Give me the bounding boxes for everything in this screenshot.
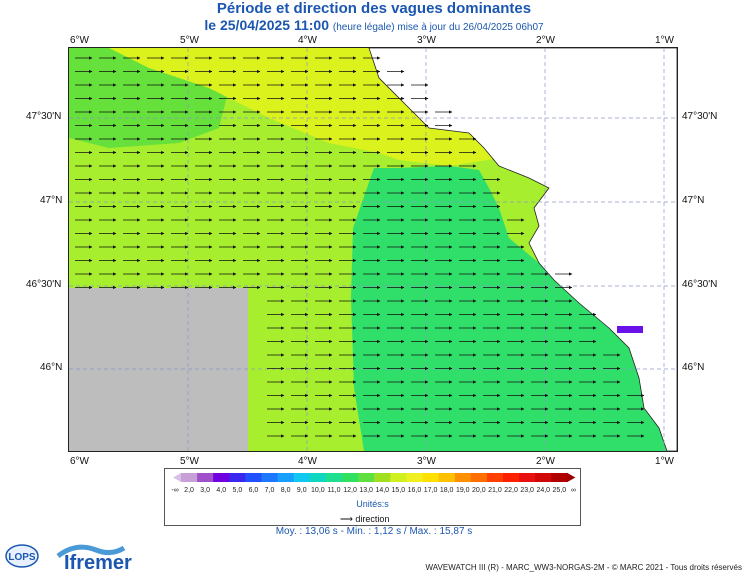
lon-label-bottom: 4°W — [298, 456, 317, 467]
map-date: le 25/04/2025 11:00 (heure légale) mise … — [0, 17, 748, 33]
legend-swatch — [519, 473, 536, 482]
legend-label: 8,0 — [280, 487, 291, 494]
direction-legend: ⟶ direction — [340, 514, 389, 525]
sea-field-green-open — [351, 166, 677, 451]
lat-label-right: 46°30'N — [682, 279, 718, 290]
svg-text:LOPS: LOPS — [8, 552, 36, 563]
low-period-patch — [617, 326, 643, 333]
lon-label-top: 5°W — [180, 35, 199, 46]
legend-units: Unités:s — [356, 499, 389, 509]
legend-under-arrow — [173, 473, 181, 482]
legend-swatch — [309, 473, 327, 482]
legend-label: 21,0 — [488, 487, 502, 494]
legend-label: 15,0 — [391, 487, 406, 494]
ifremer-logo: Ifremer — [64, 552, 132, 574]
date-suffix: (heure légale) mise à jour du 26/04/2025… — [332, 22, 544, 33]
legend-label: 7,0 — [264, 487, 275, 494]
legend-swatch — [325, 473, 343, 482]
lon-label-top: 1°W — [655, 35, 674, 46]
legend-label: 10,0 — [311, 487, 325, 494]
legend-label: 25,0 — [552, 487, 567, 494]
map-canvas — [69, 47, 678, 452]
legend-swatch — [422, 473, 440, 482]
legend-label: 19,0 — [455, 487, 470, 494]
legend-swatch — [229, 473, 246, 482]
legend-label: 12,0 — [343, 487, 357, 494]
legend-label: 16,0 — [407, 487, 422, 494]
credits: WAVEWATCH III (R) - MARC_WW3-NORGAS-2M -… — [425, 563, 742, 572]
color-legend: -∞ 2,0 3,0 4,0 5,0 6,0 7,0 8,0 9,0 10,0 11,0 12,0 13… — [164, 468, 581, 526]
legend-label: 2,0 — [184, 487, 194, 494]
arrow-icon: ⟶ — [340, 514, 353, 524]
date-line: le 25/04/2025 11:00 — [204, 17, 329, 33]
lat-label-left: 47°30'N — [26, 111, 62, 122]
no-data-area — [69, 288, 248, 451]
legend-label-max: ∞ — [570, 487, 576, 494]
legend-swatch — [261, 473, 279, 482]
lops-logo: LOPS — [4, 540, 40, 570]
lon-label-top: 2°W — [536, 35, 555, 46]
legend-swatch — [197, 473, 214, 482]
direction-label: direction — [355, 514, 390, 524]
lon-label-bottom: 2°W — [536, 456, 555, 467]
legend-swatch — [503, 473, 520, 482]
legend-label: 11,0 — [327, 487, 341, 494]
lon-label-bottom: 5°W — [180, 456, 199, 467]
legend-label: 9,0 — [296, 487, 307, 494]
legend-label: 22,0 — [504, 487, 518, 494]
legend-swatch — [551, 473, 568, 482]
map-title: Période et direction des vagues dominant… — [216, 0, 532, 17]
lon-label-top: 6°W — [70, 35, 89, 46]
legend-label: 6,0 — [248, 487, 259, 494]
legend-swatch — [293, 473, 311, 482]
lat-label-right: 47°N — [682, 195, 705, 206]
legend-swatch — [181, 473, 198, 482]
legend-swatch — [342, 473, 359, 482]
legend-label: 17,0 — [423, 487, 438, 494]
legend-swatch — [374, 473, 391, 482]
direction-arrows — [75, 56, 645, 438]
lat-label-right: 47°30'N — [682, 111, 718, 122]
ifremer-wave-icon — [56, 544, 126, 559]
lon-label-bottom: 6°W — [70, 456, 89, 467]
legend-label-min: -∞ — [171, 487, 179, 494]
legend-label: 13,0 — [359, 487, 373, 494]
legend-label: 18,0 — [439, 487, 454, 494]
legend-swatch — [438, 473, 456, 482]
lon-label-bottom: 1°W — [655, 456, 674, 467]
legend-swatch — [277, 473, 295, 482]
period-statistics: Moy. : 13,06 s - Min. : 1,12 s / Max. : … — [275, 526, 473, 537]
legend-bar — [173, 473, 576, 482]
legend-label: 5,0 — [232, 487, 243, 494]
wave-period-map[interactable] — [68, 47, 678, 452]
legend-over-arrow — [567, 473, 576, 482]
lat-label-left: 46°N — [40, 362, 63, 373]
legend-label: 24,0 — [536, 487, 551, 494]
legend-label: 20,0 — [472, 487, 486, 494]
legend-label: 23,0 — [520, 487, 534, 494]
legend-swatch — [454, 473, 472, 482]
lat-label-left: 46°30'N — [26, 279, 62, 290]
land-area — [368, 47, 678, 452]
legend-swatch — [535, 473, 552, 482]
lat-label-right: 46°N — [682, 362, 705, 373]
legend-swatch — [358, 473, 375, 482]
legend-label: 4,0 — [216, 487, 227, 494]
legend-swatch — [390, 473, 407, 482]
graticule — [69, 48, 677, 451]
lat-label-left: 47°N — [40, 195, 63, 206]
lon-label-top: 3°W — [417, 35, 436, 46]
legend-swatch — [213, 473, 230, 482]
legend-label: 14,0 — [375, 487, 390, 494]
legend-swatch — [470, 473, 488, 482]
legend-label: 3,0 — [200, 487, 211, 494]
legend-swatch — [486, 473, 504, 482]
lon-label-bottom: 3°W — [417, 456, 436, 467]
legend-swatch — [245, 473, 262, 482]
lon-label-top: 4°W — [298, 35, 317, 46]
legend-swatch — [406, 473, 423, 482]
